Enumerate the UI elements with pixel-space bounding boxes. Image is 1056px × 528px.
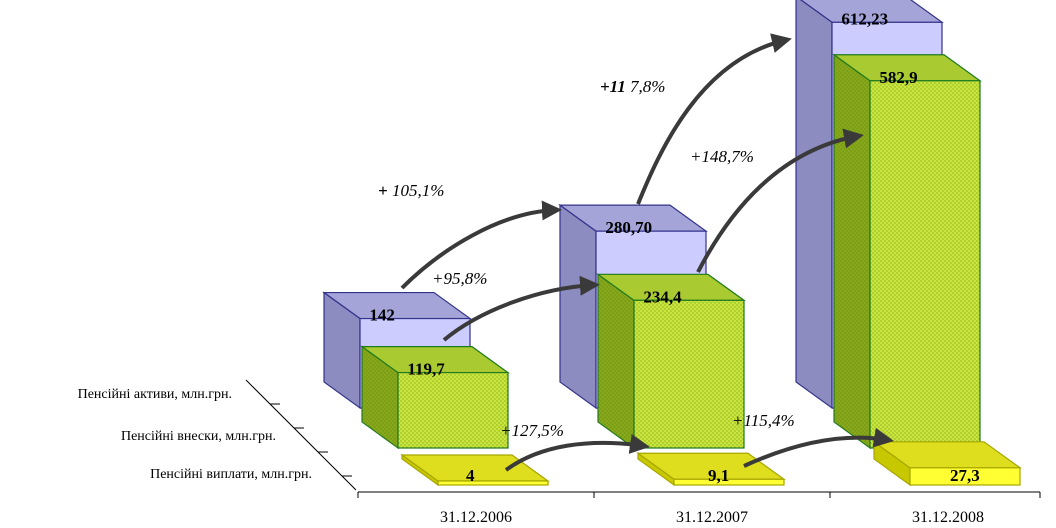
- growth-value: +115,4%: [732, 411, 795, 430]
- data-label: 612,23: [841, 9, 888, 28]
- arrow-path: [400, 200, 562, 290]
- bar--31-12-2006: 4: [400, 453, 550, 487]
- x-axis-ticks: 31.12.2006 31.12.2007 31.12.2008: [440, 509, 984, 526]
- series-labels: Пенсійні активи, млн.грн. Пенсійні внески…: [78, 387, 312, 482]
- bar-side-texture: [362, 346, 398, 448]
- bar-front: [437, 480, 549, 486]
- growth-label: +11 7,8%: [600, 77, 665, 96]
- bar-side: [559, 203, 597, 410]
- data-label: 27,3: [950, 466, 980, 485]
- growth-prefix: +11: [600, 77, 630, 96]
- data-label: 9,1: [708, 466, 729, 485]
- growth-label: + 105,1%: [378, 181, 444, 200]
- growth-prefix: +: [378, 181, 392, 200]
- bar--31-12-2006: 119,7: [360, 345, 510, 450]
- growth-value: +148,7%: [690, 147, 754, 166]
- growth-arrow-5: +127,5%: [500, 421, 650, 472]
- growth-arrow-1: + 105,1%: [378, 181, 562, 290]
- depth-axis: [245, 379, 357, 491]
- growth-value: 7,8%: [630, 77, 665, 96]
- growth-value: +127,5%: [500, 421, 564, 440]
- bars: 142 280,70 612,23 119,7 234,4 582,9 4 9,1 27,3: [322, 0, 1022, 487]
- bar--31-12-2008: 582,9: [832, 53, 982, 450]
- bar--31-12-2007: 234,4: [596, 273, 746, 450]
- arrow-path: [743, 427, 894, 468]
- growth-label: +115,4%: [732, 411, 795, 430]
- arrow-path: [696, 128, 864, 273]
- bar-side: [795, 0, 833, 410]
- bar--31-12-2007: 9,1: [636, 452, 786, 487]
- series-label-1: Пенсійні активи, млн.грн.: [78, 387, 232, 402]
- bar-side-texture: [834, 54, 870, 448]
- bar--31-12-2008: 27,3: [872, 440, 1022, 487]
- arrow-path: [442, 275, 600, 342]
- x-tick-label-31-12-2008: 31.12.2008: [912, 509, 984, 526]
- growth-arrow-6: +115,4%: [732, 411, 894, 468]
- arrow-path: [504, 434, 650, 472]
- bar-texture: [870, 80, 980, 448]
- growth-value: +95,8%: [432, 269, 487, 288]
- chart-floor: [245, 379, 1041, 498]
- growth-label: +95,8%: [432, 269, 487, 288]
- growth-arrow-4: +148,7%: [690, 128, 864, 273]
- data-label: 4: [466, 466, 475, 485]
- growth-arrow-3: +95,8%: [432, 269, 600, 342]
- x-tick-label-31-12-2007: 31.12.2007: [676, 509, 748, 526]
- bar-side-texture: [598, 274, 634, 448]
- data-label: 234,4: [643, 287, 682, 306]
- data-label: 582,9: [879, 68, 917, 87]
- growth-label: +127,5%: [500, 421, 564, 440]
- data-label: 280,70: [605, 218, 652, 237]
- growth-value: 105,1%: [392, 181, 444, 200]
- series-label-3: Пенсійні виплати, млн.грн.: [150, 467, 312, 482]
- bar-texture: [398, 372, 508, 448]
- bar-front: [673, 478, 785, 486]
- series-label-2: Пенсійні внески, млн.грн.: [121, 429, 276, 444]
- growth-arrows: + 105,1% +11 7,8% +95,8% +148,7% +127,5% +115…: [378, 33, 894, 472]
- bar-front: [909, 467, 1021, 486]
- growth-label: +148,7%: [690, 147, 754, 166]
- data-label: 119,7: [407, 360, 445, 379]
- growth-arrow-2: +11 7,8%: [600, 33, 792, 205]
- arrow-path: [636, 33, 792, 205]
- data-label: 142: [369, 306, 395, 325]
- x-tick-label-31-12-2006: 31.12.2006: [440, 509, 512, 526]
- bar-texture: [634, 300, 744, 448]
